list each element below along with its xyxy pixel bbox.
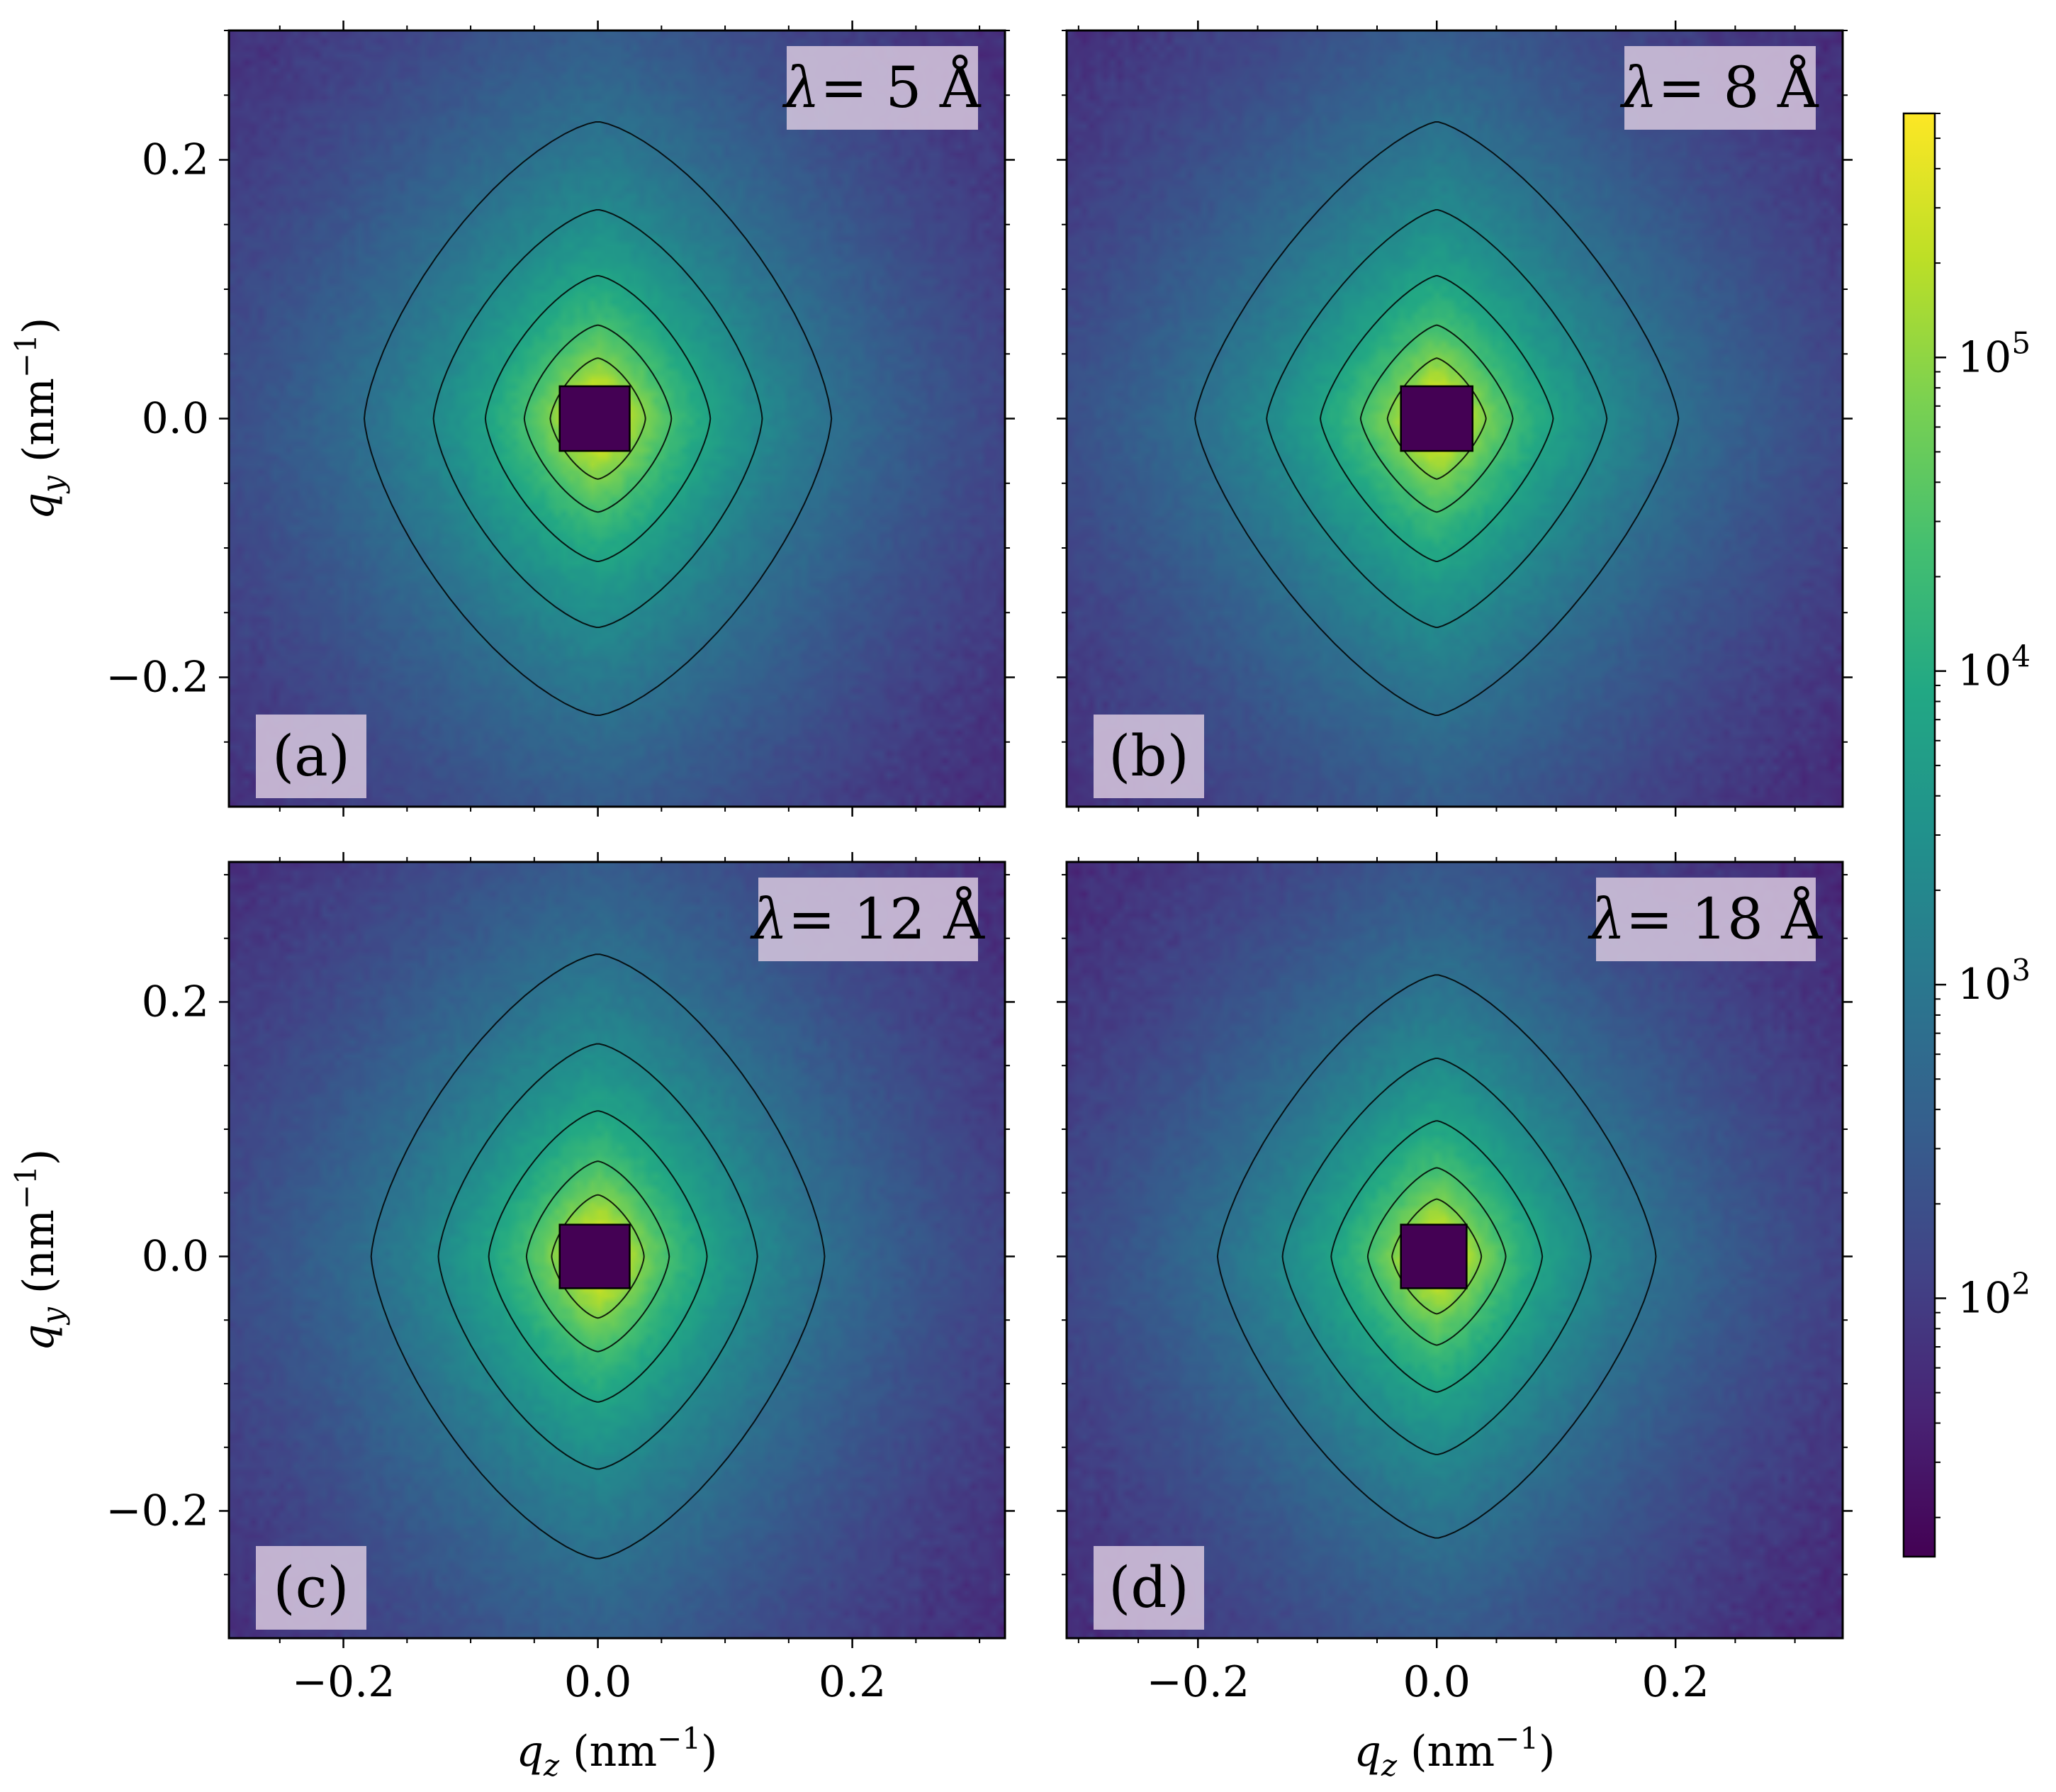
contour-line (363, 121, 833, 716)
x-axis-title: qz (nm−1) (517, 1721, 718, 1783)
colorbar: 102 103 104 105 (1902, 112, 2030, 1558)
lambda-label-box (1596, 878, 1816, 961)
contour-line (1359, 324, 1514, 513)
panel-label: (b) (1108, 723, 1189, 789)
colorbar-tick-label: 103 (1957, 953, 2030, 1009)
contour-line (488, 1110, 708, 1403)
colorbar-tick-label: 105 (1957, 325, 2030, 382)
y-tick-label: −0.2 (106, 1486, 209, 1535)
panel-label-box (256, 715, 366, 798)
x-axis-title: qz (nm−1) (1354, 1721, 1556, 1783)
panel-label-box (256, 1546, 366, 1630)
panel-label: (a) (272, 723, 350, 789)
axes-frame-c (227, 861, 1006, 1640)
contour-line (437, 1043, 758, 1470)
lambda-label: λ= 5 Å (782, 54, 981, 121)
y-tick-label: 0.0 (142, 394, 209, 444)
contour-line (1319, 275, 1554, 562)
panel-a: 0.2 0.0 −0.2 qy (nm−1) (a) λ= 5 Å (9, 21, 1015, 817)
lambda-label-box (758, 878, 978, 961)
contour-line (432, 209, 763, 628)
contour-line (370, 953, 826, 1559)
x-tick-label: −0.2 (292, 1657, 395, 1707)
colorbar-tick-label: 102 (1957, 1266, 2030, 1323)
lambda-label-box (1624, 46, 1816, 130)
y-tick-label: −0.2 (106, 653, 209, 702)
contour-line (1194, 121, 1680, 716)
contour-line (1266, 209, 1608, 628)
x-tick-label: 0.0 (1403, 1657, 1471, 1707)
beamstop-d (1400, 1223, 1468, 1289)
colorbar-bar (1902, 112, 1936, 1558)
x-tick-label: 0.2 (1641, 1657, 1709, 1707)
panel-c: −0.2 0.0 0.2 0.2 0.0 −0.2 qz (nm−1) qy (nm−1) (c… (9, 852, 1015, 1783)
x-tick-label: −0.2 (1146, 1657, 1249, 1707)
contour-line (1216, 974, 1657, 1539)
contour-line (525, 1160, 670, 1353)
lambda-label-box (787, 46, 978, 130)
colorbar-tick-label: 104 (1957, 639, 2030, 696)
panel-label: (d) (1108, 1555, 1189, 1620)
contour-line (1386, 357, 1487, 480)
contour-line (523, 324, 673, 513)
contour-line (1330, 1120, 1544, 1393)
y-tick-label: 0.0 (142, 1231, 209, 1281)
contour-line (1391, 1198, 1483, 1315)
contour-line (1281, 1058, 1592, 1455)
x-tick-label: 0.0 (564, 1657, 631, 1707)
contour-line (549, 357, 646, 480)
y-axis-title: qy (nm−1) (9, 1149, 70, 1352)
beamstop-b (1400, 385, 1474, 452)
panel-label-box (1094, 1546, 1204, 1630)
contour-line (551, 1194, 645, 1319)
colorbar-ticks: 102 103 104 105 (1935, 113, 2030, 1518)
beamstop-c (558, 1223, 631, 1289)
y-tick-label: 0.2 (142, 977, 209, 1026)
panel-d: −0.2 0.0 0.2 qz (nm−1) (d) λ= 18 Å (1057, 852, 1853, 1783)
beamstop-a (558, 385, 631, 452)
panel-label: (c) (273, 1555, 349, 1620)
lambda-label: λ= 8 Å (1619, 54, 1819, 121)
contour-line (484, 275, 712, 562)
panel-b: (b) λ= 8 Å (1057, 21, 1853, 817)
lambda-label: λ= 18 Å (1588, 885, 1823, 952)
contour-line (1366, 1167, 1507, 1346)
axes-frame-d (1065, 861, 1844, 1640)
x-tick-label: 0.2 (819, 1657, 886, 1707)
lambda-label: λ= 12 Å (750, 885, 985, 952)
y-axis-title: qy (nm−1) (9, 318, 70, 520)
y-tick-label: 0.2 (142, 135, 209, 185)
panel-label-box (1094, 715, 1204, 798)
